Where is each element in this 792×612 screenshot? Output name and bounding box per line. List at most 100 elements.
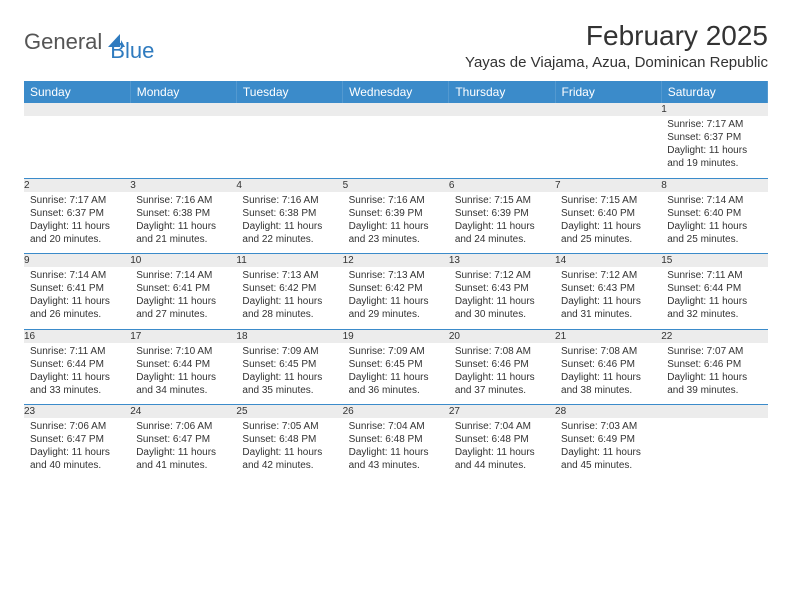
- daylight: Daylight: 11 hours and 38 minutes.: [561, 371, 655, 397]
- daylight: Daylight: 11 hours and 32 minutes.: [667, 295, 761, 321]
- day-number: 6: [449, 179, 555, 192]
- day-cell: Sunrise: 7:10 AMSunset: 6:44 PMDaylight:…: [130, 343, 236, 405]
- sunset: Sunset: 6:41 PM: [136, 282, 230, 295]
- day-number: 14: [555, 254, 661, 267]
- sunset: Sunset: 6:43 PM: [561, 282, 655, 295]
- daylight: Daylight: 11 hours and 35 minutes.: [242, 371, 336, 397]
- day-cell: Sunrise: 7:16 AMSunset: 6:39 PMDaylight:…: [343, 192, 449, 254]
- day-cell: Sunrise: 7:17 AMSunset: 6:37 PMDaylight:…: [661, 116, 767, 178]
- daylight: Daylight: 11 hours and 25 minutes.: [561, 220, 655, 246]
- sunrise: Sunrise: 7:04 AM: [349, 420, 443, 433]
- daylight: Daylight: 11 hours and 29 minutes.: [349, 295, 443, 321]
- day-header: Saturday: [661, 81, 767, 103]
- day-number: [449, 103, 555, 116]
- sunset: Sunset: 6:37 PM: [30, 207, 124, 220]
- sunrise: Sunrise: 7:06 AM: [30, 420, 124, 433]
- day-number: 11: [236, 254, 342, 267]
- day-info-row: Sunrise: 7:14 AM Sunset: 6:41 PM Daylight:…: [24, 267, 768, 329]
- sunset: Sunset: 6:46 PM: [561, 358, 655, 371]
- sunrise: Sunrise: 7:14 AM: [30, 269, 124, 282]
- day-cell: Sunrise: 7:03 AMSunset: 6:49 PMDaylight:…: [555, 418, 661, 480]
- day-number: 19: [343, 330, 449, 343]
- sunrise: Sunrise: 7:11 AM: [667, 269, 761, 282]
- sunrise: Sunrise: 7:13 AM: [242, 269, 336, 282]
- daylight: Daylight: 11 hours and 41 minutes.: [136, 446, 230, 472]
- sunset: Sunset: 6:47 PM: [30, 433, 124, 446]
- sunrise: Sunrise: 7:16 AM: [349, 194, 443, 207]
- sunset: Sunset: 6:49 PM: [561, 433, 655, 446]
- day-number: 4: [236, 179, 342, 192]
- day-info-row: Sunrise: 7:17 AMSunset: 6:37 PMDaylight:…: [24, 116, 768, 178]
- day-header: Thursday: [449, 81, 555, 103]
- sunrise: Sunrise: 7:12 AM: [561, 269, 655, 282]
- day-cell: Sunrise: 7:14 AMSunset: 6:41 PMDaylight:…: [24, 267, 130, 329]
- sunset: Sunset: 6:47 PM: [136, 433, 230, 446]
- day-number: 1: [661, 103, 767, 116]
- sunset: Sunset: 6:37 PM: [667, 131, 761, 144]
- day-header: Monday: [130, 81, 236, 103]
- title-block: February 2025 Yayas de Viajama, Azua, Do…: [465, 20, 768, 71]
- day-number: 23: [24, 405, 130, 418]
- sunrise: Sunrise: 7:16 AM: [136, 194, 230, 207]
- day-info-row: Sunrise: 7:06 AMSunset: 6:47 PMDaylight:…: [24, 418, 768, 480]
- daylight: Daylight: 11 hours and 43 minutes.: [349, 446, 443, 472]
- daylight: Daylight: 11 hours and 28 minutes.: [242, 295, 336, 321]
- logo-text-general: General: [24, 29, 102, 55]
- sunset: Sunset: 6:48 PM: [242, 433, 336, 446]
- logo: General Blue: [24, 20, 154, 64]
- day-number: [343, 103, 449, 116]
- day-cell: Sunrise: 7:12 AMSunset: 6:43 PMDaylight:…: [449, 267, 555, 329]
- day-cell: Sunrise: 7:06 AMSunset: 6:47 PMDaylight:…: [24, 418, 130, 480]
- calendar-body: 1Sunrise: 7:17 AMSunset: 6:37 PMDaylight…: [24, 103, 768, 480]
- daylight: Daylight: 11 hours and 23 minutes.: [349, 220, 443, 246]
- sunrise: Sunrise: 7:03 AM: [561, 420, 655, 433]
- day-cell: Sunrise: 7:09 AMSunset: 6:45 PMDaylight:…: [236, 343, 342, 405]
- day-info-row: Sunrise: 7:17 AMSunset: 6:37 PM Daylight:…: [24, 192, 768, 254]
- sunset: Sunset: 6:46 PM: [455, 358, 549, 371]
- day-cell: Sunrise: 7:07 AMSunset: 6:46 PMDaylight:…: [661, 343, 767, 405]
- sunrise: Sunrise: 7:04 AM: [455, 420, 549, 433]
- sunrise: Sunrise: 7:17 AM: [30, 194, 124, 207]
- day-header: Wednesday: [343, 81, 449, 103]
- day-cell: Sunrise: 7:14 AMSunset: 6:41 PMDaylight:…: [130, 267, 236, 329]
- day-number: 12: [343, 254, 449, 267]
- day-header: Sunday: [24, 81, 130, 103]
- day-header: Friday: [555, 81, 661, 103]
- calendar-table: SundayMondayTuesdayWednesdayThursdayFrid…: [24, 81, 768, 480]
- day-number: 17: [130, 330, 236, 343]
- day-number-row: 9101112131415: [24, 254, 768, 267]
- day-number: 3: [130, 179, 236, 192]
- daylight: Daylight: 11 hours and 36 minutes.: [349, 371, 443, 397]
- sunset: Sunset: 6:46 PM: [667, 358, 761, 371]
- day-cell: Sunrise: 7:16 AMSunset: 6:38 PMDaylight:…: [236, 192, 342, 254]
- sunset: Sunset: 6:45 PM: [349, 358, 443, 371]
- day-number: 16: [24, 330, 130, 343]
- sunset: Sunset: 6:43 PM: [455, 282, 549, 295]
- daylight: Daylight: 11 hours and 31 minutes.: [561, 295, 655, 321]
- day-number: 21: [555, 330, 661, 343]
- day-cell: Sunrise: 7:15 AMSunset: 6:39 PMDaylight:…: [449, 192, 555, 254]
- day-cell: Sunrise: 7:14 AMSunset: 6:40 PMDaylight:…: [661, 192, 767, 254]
- daylight: Daylight: 11 hours and 40 minutes.: [30, 446, 124, 472]
- day-number: 7: [555, 179, 661, 192]
- sunset: Sunset: 6:44 PM: [136, 358, 230, 371]
- sunrise: Sunrise: 7:13 AM: [349, 269, 443, 282]
- sunrise: Sunrise: 7:07 AM: [667, 345, 761, 358]
- sunset: Sunset: 6:44 PM: [667, 282, 761, 295]
- day-cell: Sunrise: 7:16 AMSunset: 6:38 PMDaylight:…: [130, 192, 236, 254]
- day-number: 10: [130, 254, 236, 267]
- day-cell: Sunrise: 7:05 AMSunset: 6:48 PMDaylight:…: [236, 418, 342, 480]
- sunrise: Sunrise: 7:09 AM: [349, 345, 443, 358]
- day-info-row: Sunrise: 7:11 AMSunset: 6:44 PMDaylight:…: [24, 343, 768, 405]
- day-number: 26: [343, 405, 449, 418]
- sunrise: Sunrise: 7:09 AM: [242, 345, 336, 358]
- daylight: Daylight: 11 hours and 42 minutes.: [242, 446, 336, 472]
- sunrise: Sunrise: 7:10 AM: [136, 345, 230, 358]
- day-cell: Sunrise: 7:12 AMSunset: 6:43 PMDaylight:…: [555, 267, 661, 329]
- daylight: Daylight: 11 hours and 19 minutes.: [667, 144, 761, 170]
- sunrise: Sunrise: 7:05 AM: [242, 420, 336, 433]
- day-number: 18: [236, 330, 342, 343]
- header: General Blue February 2025 Yayas de Viaj…: [24, 20, 768, 71]
- day-cell: Sunrise: 7:11 AMSunset: 6:44 PMDaylight:…: [661, 267, 767, 329]
- day-number: [661, 405, 767, 418]
